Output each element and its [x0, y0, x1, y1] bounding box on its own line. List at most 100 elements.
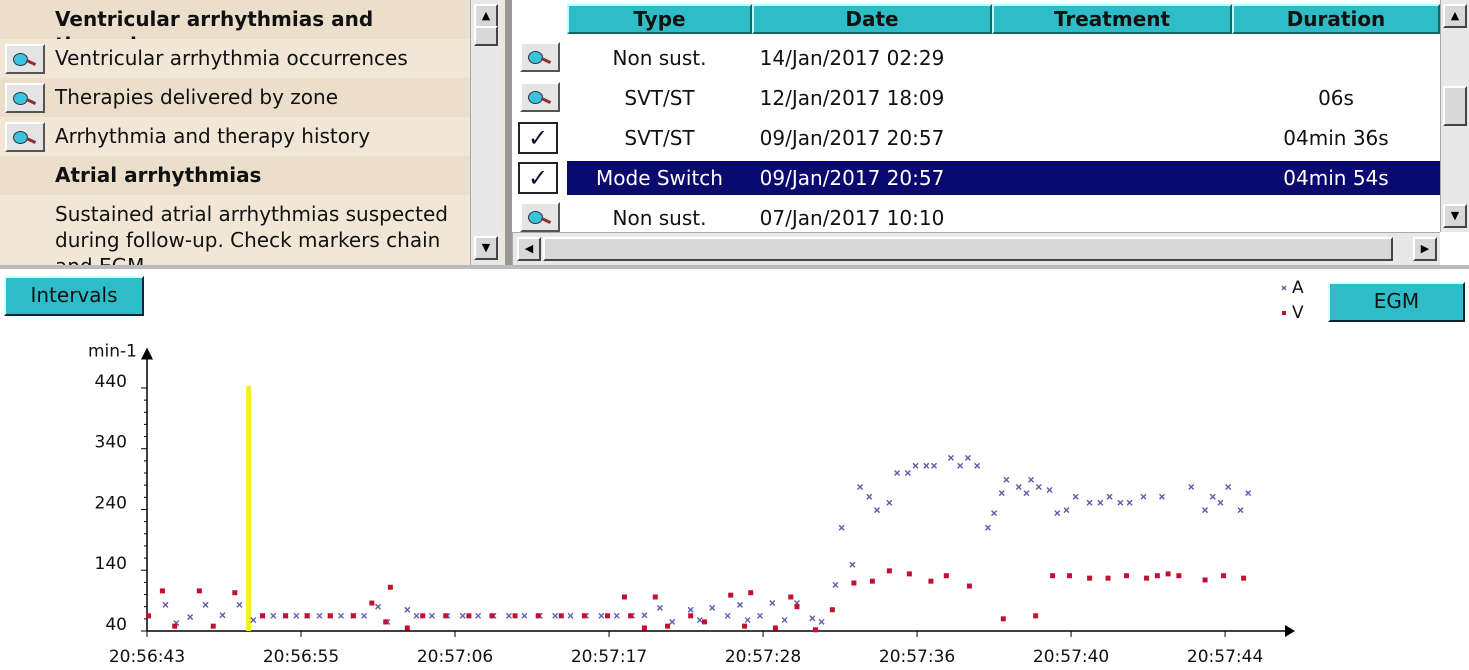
- intervals-button[interactable]: Intervals: [4, 276, 144, 316]
- y-tick-label: 340: [95, 433, 127, 453]
- a-point: [874, 507, 881, 514]
- search-icon[interactable]: [520, 82, 560, 112]
- left-scrollbar: ▲ ▼: [470, 0, 502, 265]
- cell: 09/Jan/2017 20:57: [759, 126, 945, 150]
- scroll-thumb[interactable]: [543, 237, 1393, 261]
- column-header[interactable]: Type: [567, 4, 752, 34]
- scroll-left[interactable]: ◀: [517, 237, 541, 261]
- a-point: [838, 524, 845, 531]
- a-point: [1023, 490, 1030, 497]
- item-text: Sustained atrial arrhythmias suspected d…: [55, 202, 448, 265]
- column-header[interactable]: Treatment: [992, 4, 1232, 34]
- search-icon[interactable]: [5, 83, 45, 113]
- v-point: [159, 588, 165, 594]
- scroll-down[interactable]: ▼: [1443, 204, 1467, 228]
- y-tick-label: 40: [105, 615, 127, 635]
- v-point: [829, 607, 835, 613]
- v-point: [466, 613, 472, 619]
- search-icon[interactable]: [520, 42, 560, 72]
- v-point: [621, 594, 627, 600]
- table-row[interactable]: ✓ Mode Switch 09/Jan/2017 20:57 04min 54s: [512, 158, 1440, 198]
- a-point: [598, 612, 605, 619]
- a-point: [656, 604, 663, 611]
- search-icon[interactable]: [5, 122, 45, 152]
- scroll-thumb[interactable]: [1443, 86, 1467, 126]
- cell: 04min 54s: [1283, 166, 1389, 190]
- v-point: [886, 568, 892, 574]
- a-point: [162, 601, 169, 608]
- a-point: [736, 601, 743, 608]
- list-item: Atrial arrhythmias: [0, 156, 470, 195]
- v-point: [512, 613, 518, 619]
- a-point: [250, 617, 257, 624]
- a-point: [521, 612, 528, 619]
- a-point: [696, 617, 703, 624]
- cell: 06s: [1318, 86, 1354, 110]
- a-point: [219, 612, 226, 619]
- scroll-down[interactable]: ▼: [474, 236, 498, 260]
- a-point: [857, 484, 864, 490]
- check-icon[interactable]: ✓: [518, 122, 558, 154]
- a-point: [957, 462, 964, 469]
- a-point: [818, 618, 825, 625]
- scroll-up[interactable]: ▲: [1443, 4, 1467, 28]
- y-axis-label: min-1: [88, 342, 137, 362]
- table-row[interactable]: Non sust. 07/Jan/2017 10:10: [512, 198, 1440, 232]
- a-point: [1117, 499, 1124, 506]
- list-item: Ventricular arrhythmias and therapies: [0, 0, 470, 57]
- x-tick-label: 20:56:43: [109, 647, 185, 667]
- v-point: [232, 590, 238, 596]
- table-row[interactable]: ✓ SVT/ST 09/Jan/2017 20:57 04min 36s: [512, 118, 1440, 158]
- egm-button[interactable]: EGM: [1328, 282, 1465, 322]
- a-point: [912, 462, 919, 469]
- check-icon[interactable]: ✓: [518, 162, 558, 194]
- v-point: [1144, 575, 1150, 581]
- search-icon[interactable]: [520, 202, 560, 232]
- v-point: [788, 594, 794, 600]
- cell: 14/Jan/2017 02:29: [759, 46, 945, 70]
- y-axis-arrow: [141, 347, 153, 360]
- v-point: [943, 573, 949, 579]
- scroll-thumb[interactable]: [474, 26, 498, 46]
- a-point: [202, 601, 209, 608]
- column-header[interactable]: Duration: [1232, 4, 1440, 34]
- a-point: [964, 454, 971, 461]
- v-point: [1165, 571, 1171, 577]
- v-point: [172, 623, 178, 629]
- a-point: [1202, 507, 1209, 514]
- a-point: [1035, 484, 1042, 490]
- scroll-right[interactable]: ▶: [1413, 237, 1437, 261]
- a-point: [428, 612, 435, 619]
- a-point: [1097, 499, 1104, 506]
- separator: [0, 265, 1469, 269]
- x-tick-label: 20:57:40: [1033, 647, 1109, 667]
- table-row[interactable]: Non sust. 14/Jan/2017 02:29: [512, 38, 1440, 78]
- x-tick-label: 20:57:17: [571, 647, 647, 667]
- a-point: [338, 612, 345, 619]
- v-point: [146, 613, 152, 619]
- v-point: [794, 604, 800, 610]
- v-point: [260, 613, 266, 619]
- v-point: [1050, 573, 1056, 579]
- cell: 12/Jan/2017 18:09: [759, 86, 945, 110]
- v-point: [1176, 573, 1182, 579]
- v-point: [628, 613, 634, 619]
- column-header[interactable]: Date: [752, 4, 992, 34]
- table-row[interactable]: SVT/ST 12/Jan/2017 18:09 06s: [512, 78, 1440, 118]
- a-point: [998, 490, 1005, 497]
- a-point: [1046, 487, 1053, 494]
- list-item[interactable]: Arrhythmia and therapy history: [0, 117, 470, 156]
- list-item[interactable]: Therapies delivered by zone: [0, 78, 470, 117]
- v-point: [383, 619, 389, 625]
- a-point: [1237, 507, 1244, 514]
- list-item[interactable]: Ventricular arrhythmia occurrences: [0, 39, 470, 78]
- y-tick-label: 140: [95, 554, 127, 574]
- cell: SVT/ST: [624, 126, 695, 150]
- list-item[interactable]: Sustained atrial arrhythmias suspected d…: [0, 195, 470, 265]
- v-point: [748, 590, 754, 596]
- a-point: [1217, 499, 1224, 506]
- a-point: [1063, 507, 1070, 514]
- splitter: [505, 0, 512, 265]
- search-icon[interactable]: [5, 44, 45, 74]
